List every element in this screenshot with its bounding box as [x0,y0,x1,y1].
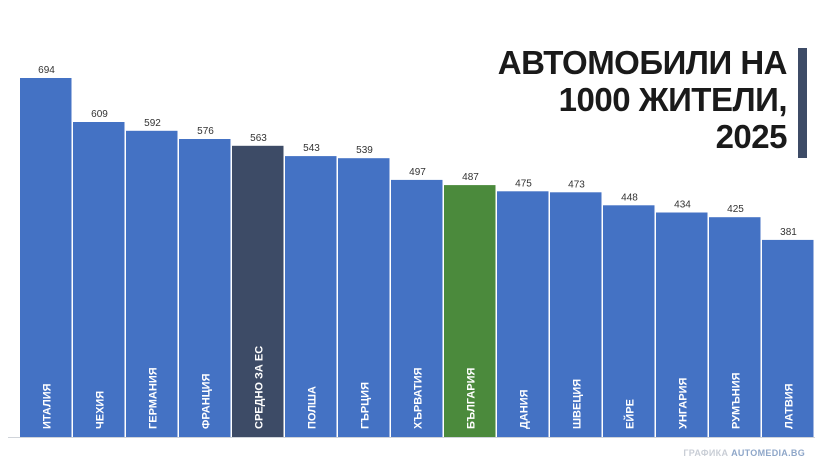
category-label: ФРАНЦИЯ [201,373,213,429]
category-label: ДАНИЯ [519,389,531,429]
category-label: ЕЙРЕ [624,399,637,429]
bar-value-label: 473 [568,179,585,190]
chart-credit: ГРАФИКА AUTOMEDIA.BG [683,448,805,458]
chart-title-line-1: АВТОМОБИЛИ НА [497,44,788,81]
category-label: РУМЪНИЯ [731,372,743,429]
bar [126,130,178,438]
bar [232,145,284,438]
bar-value-label: 448 [621,192,638,203]
bar [550,192,602,437]
bar-value-label: 592 [144,118,161,129]
bar-value-label: 609 [91,109,108,120]
chart-title-line-2: 1000 ЖИТЕЛИ, [558,81,788,118]
bar [338,158,390,437]
bar-value-label: 381 [780,227,797,238]
bar-value-label: 576 [197,126,214,137]
bar [391,179,443,437]
bar [73,122,125,437]
category-label: БЪЛГАРИЯ [466,367,478,429]
bar [179,139,231,437]
category-label: ЛАТВИЯ [784,383,796,429]
bar [656,212,708,437]
chart-title: АВТОМОБИЛИ НА 1000 ЖИТЕЛИ, 2025 [497,44,788,155]
category-label: ПОЛША [307,386,319,429]
bar-value-label: 425 [727,204,744,215]
category-label: ЧЕХИЯ [95,391,107,429]
credit-prefix: ГРАФИКА [683,448,729,458]
bar-value-label: 487 [462,172,479,183]
category-label: ХЪРВАТИЯ [413,367,425,429]
bar-value-label: 475 [515,178,532,189]
chart-title-line-3: 2025 [715,118,788,155]
bar-value-label: 563 [250,133,267,144]
bar [762,239,814,437]
bar [497,191,549,437]
bar [20,78,72,437]
category-label: ГЪРЦИЯ [360,382,372,429]
bar [444,185,496,437]
category-label: ИТАЛИЯ [42,383,54,429]
bar [285,156,337,437]
category-label: СРЕДНО ЗА ЕС [254,346,266,429]
bar-value-label: 694 [38,65,55,76]
category-label: ГЕРМАНИЯ [148,367,160,429]
bar-value-label: 539 [356,145,373,156]
category-label: УНГАРИЯ [678,377,690,429]
category-label: ШВЕЦИЯ [572,379,584,429]
bar-value-label: 497 [409,167,426,178]
bar [709,217,761,437]
bar-value-label: 434 [674,200,691,211]
credit-brand: AUTOMEDIA.BG [731,448,805,458]
bar-value-label: 543 [303,143,320,154]
bar [603,205,655,437]
title-accent-bar [798,48,807,158]
